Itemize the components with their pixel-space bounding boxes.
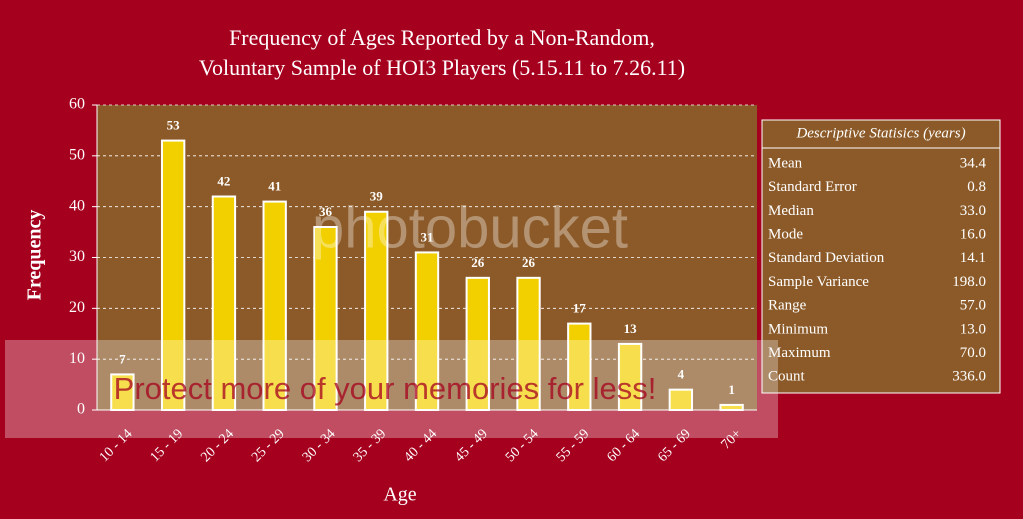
data-label: 1 xyxy=(728,382,735,397)
data-label: 7 xyxy=(119,351,126,366)
x-axis-label: Age xyxy=(383,484,416,506)
table-value: 198.0 xyxy=(952,274,986,290)
y-tick-label: 10 xyxy=(69,350,85,367)
data-label: 53 xyxy=(167,118,181,133)
y-axis-label: Frequency xyxy=(24,210,46,301)
watermark-band xyxy=(5,340,778,438)
data-label: 13 xyxy=(624,321,638,336)
table-label: Sample Variance xyxy=(768,274,869,290)
chart-title: Frequency of Ages Reported by a Non-Rand… xyxy=(229,25,655,50)
table-value: 70.0 xyxy=(960,345,986,361)
data-label: 17 xyxy=(573,301,587,316)
table-value: 13.0 xyxy=(960,321,986,337)
table-label: Count xyxy=(768,369,806,385)
data-label: 42 xyxy=(217,173,230,188)
y-tick-label: 30 xyxy=(69,248,85,265)
table-value: 33.0 xyxy=(960,203,986,219)
y-tick-label: 40 xyxy=(69,197,85,214)
watermark-logo: photobucket xyxy=(312,195,628,260)
table-label: Mode xyxy=(768,227,803,243)
table-value: 336.0 xyxy=(952,369,986,385)
table-value: 0.8 xyxy=(967,179,986,195)
table-label: Standard Deviation xyxy=(768,250,885,266)
table-value: 57.0 xyxy=(960,298,986,314)
table-value: 34.4 xyxy=(960,155,987,171)
data-label: 31 xyxy=(421,229,434,244)
stats-table xyxy=(761,119,1001,394)
y-tick-label: 60 xyxy=(69,96,85,113)
table-title: Descriptive Statisics (years) xyxy=(795,125,965,141)
data-label: 26 xyxy=(522,255,536,270)
chart-title: Voluntary Sample of HOI3 Players (5.15.1… xyxy=(199,55,685,80)
data-label: 4 xyxy=(678,367,685,382)
table-label: Maximum xyxy=(768,345,831,361)
watermark-banner: Protect more of your memories for less! xyxy=(114,371,657,406)
y-tick-label: 20 xyxy=(69,299,85,316)
table-value: 16.0 xyxy=(960,227,986,243)
table-label: Minimum xyxy=(768,321,828,337)
data-label: 36 xyxy=(319,204,333,219)
table-label: Mean xyxy=(768,155,803,171)
table-label: Median xyxy=(768,203,814,219)
table-label: Range xyxy=(768,298,807,314)
table-value: 14.1 xyxy=(960,250,986,266)
data-label: 26 xyxy=(471,255,485,270)
y-tick-label: 0 xyxy=(77,401,85,418)
data-label: 39 xyxy=(370,189,384,204)
y-tick-label: 50 xyxy=(69,147,85,164)
table-label: Standard Error xyxy=(768,179,857,195)
data-label: 41 xyxy=(268,179,281,194)
